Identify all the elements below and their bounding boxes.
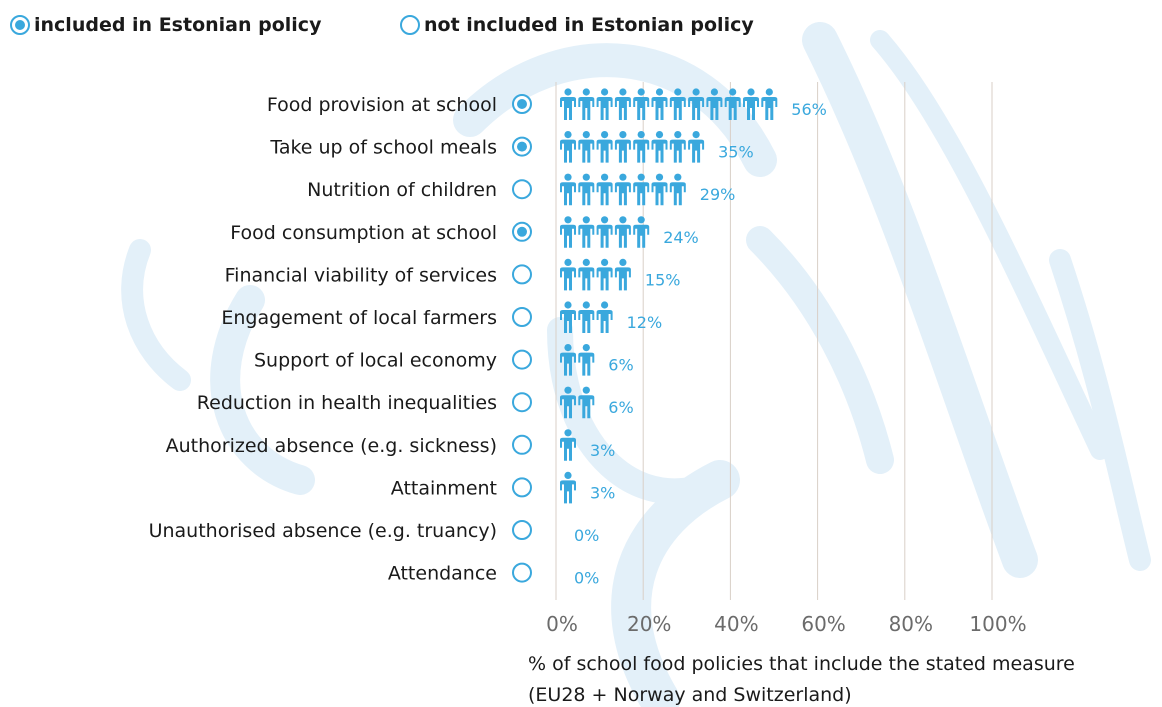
person-icon (688, 88, 705, 120)
person-icon (560, 386, 576, 419)
value-label: 56% (791, 100, 827, 119)
caption-line-1: % of school food policies that include t… (528, 653, 1075, 675)
person-icon (651, 88, 668, 120)
person-icon (669, 131, 686, 163)
category-label: Authorized absence (e.g. sickness) (166, 435, 497, 457)
value-label: 35% (718, 143, 754, 162)
radio-dot (517, 99, 527, 109)
person-icon (560, 301, 576, 333)
person-icon (560, 471, 576, 504)
value-label: 24% (663, 228, 699, 247)
empty-radio-icon (512, 392, 532, 413)
empty-radio-icon (512, 434, 532, 455)
person-icon (633, 88, 650, 120)
value-label: 6% (608, 356, 633, 375)
person-icon (633, 216, 650, 248)
x-tick-label: 60% (801, 612, 845, 636)
empty-radio-icon (512, 307, 532, 327)
person-icon (614, 88, 631, 120)
empty-radio-icon (400, 15, 420, 35)
person-icon (633, 173, 650, 206)
category-label: Take up of school meals (269, 137, 497, 159)
person-icon (596, 258, 613, 291)
value-label: 0% (574, 526, 599, 545)
person-icon (596, 88, 613, 120)
person-icon (578, 386, 595, 419)
person-icon (578, 173, 595, 206)
category-label: Attendance (388, 563, 497, 585)
person-icon (688, 131, 705, 163)
person-icon (669, 88, 686, 120)
category-label: Financial viability of services (225, 264, 497, 286)
person-icon (578, 344, 595, 376)
person-icon (578, 216, 595, 248)
person-icon (706, 88, 723, 120)
category-label: Attainment (391, 477, 497, 499)
person-icon (578, 301, 595, 333)
category-label: Nutrition of children (307, 179, 497, 201)
empty-radio-icon (512, 477, 532, 498)
filled-radio-icon (10, 15, 30, 35)
category-label: Food provision at school (267, 94, 497, 116)
legend-included: included in Estonian policy (10, 14, 321, 36)
category-label: Reduction in health inequalities (197, 392, 497, 414)
person-icon (560, 258, 576, 291)
person-icon (596, 216, 613, 248)
value-label: 29% (700, 185, 736, 204)
x-tick-label: 80% (889, 612, 933, 636)
value-label: 15% (645, 270, 681, 289)
person-icon (651, 173, 668, 206)
person-icon (614, 173, 631, 206)
empty-radio-icon (512, 520, 532, 540)
person-icon (578, 131, 595, 163)
legend-not-included-label: not included in Estonian policy (424, 14, 754, 36)
person-icon (614, 258, 631, 291)
x-tick-label: 0% (546, 612, 578, 636)
person-icon (614, 131, 631, 163)
caption-line-2: (EU28 + Norway and Switzerland) (528, 684, 852, 706)
person-icon (651, 131, 668, 163)
category-label: Support of local economy (254, 350, 497, 372)
person-icon (614, 216, 631, 248)
person-icon (560, 429, 576, 461)
person-icon (560, 173, 576, 206)
empty-radio-icon (512, 562, 532, 583)
person-icon (560, 88, 576, 120)
person-icon (724, 88, 741, 120)
value-label: 3% (590, 441, 615, 460)
category-label: Food consumption at school (230, 222, 497, 244)
empty-radio-icon (512, 349, 532, 370)
value-label: 6% (608, 398, 633, 417)
value-label: 12% (627, 313, 663, 332)
x-tick-label: 100% (969, 612, 1026, 636)
person-icon (560, 216, 576, 248)
value-label: 0% (574, 569, 599, 588)
person-icon (560, 131, 576, 163)
value-label: 3% (590, 483, 615, 502)
person-icon (578, 258, 595, 291)
empty-radio-icon (512, 264, 532, 285)
legend-included-label: included in Estonian policy (34, 14, 322, 36)
radio-dot (517, 226, 527, 237)
person-icon (560, 344, 576, 376)
category-label: Unauthorised absence (e.g. truancy) (149, 520, 497, 542)
person-icon (761, 88, 778, 120)
person-icon (596, 301, 613, 333)
x-tick-label: 20% (627, 612, 671, 636)
person-icon (578, 88, 595, 120)
category-label: Engagement of local farmers (221, 307, 497, 329)
person-icon (596, 131, 613, 163)
radio-dot (517, 141, 527, 152)
person-icon (669, 173, 686, 206)
legend-not-included: not included in Estonian policy (400, 14, 754, 36)
empty-radio-icon (512, 179, 532, 200)
person-icon (743, 88, 759, 120)
x-tick-label: 40% (714, 612, 758, 636)
person-icon (633, 131, 650, 163)
person-icon (596, 173, 613, 206)
